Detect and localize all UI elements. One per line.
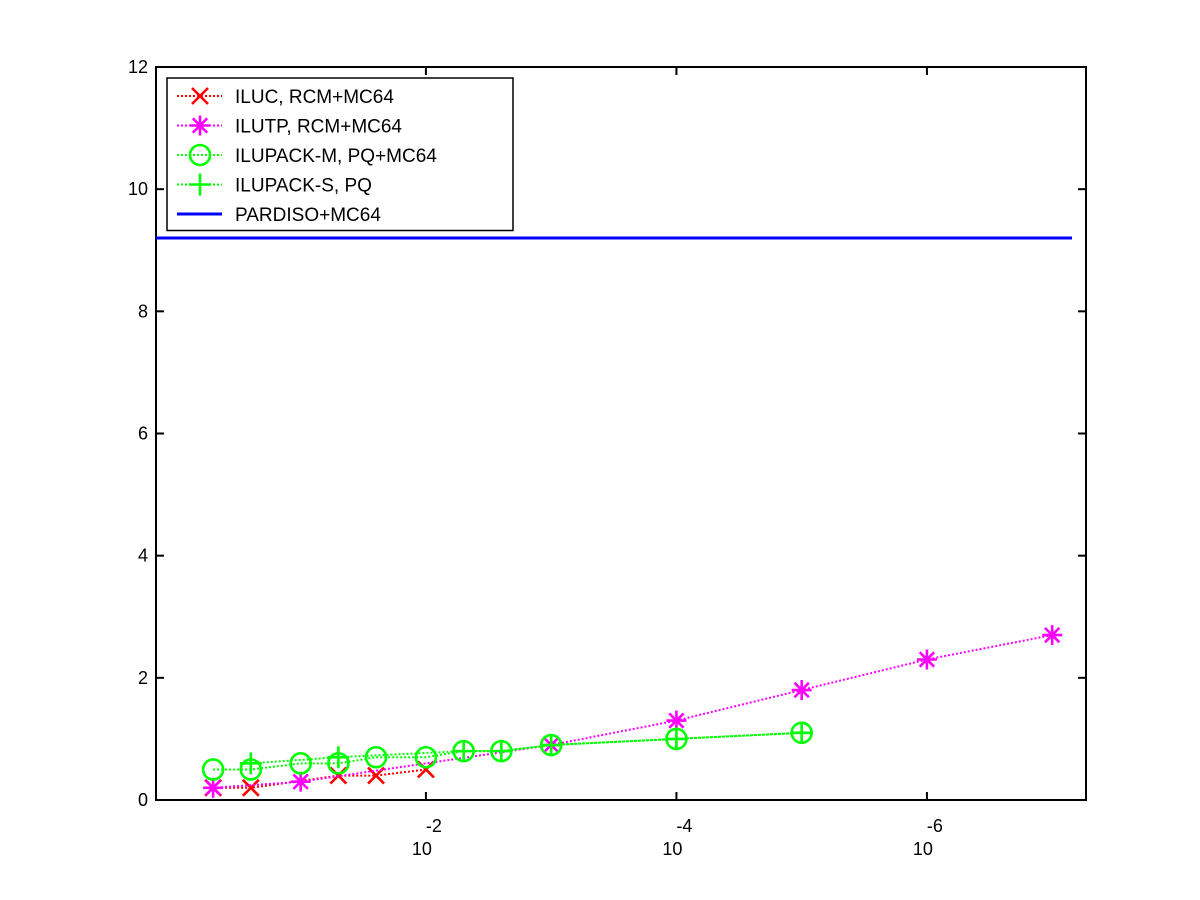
- legend-swatch-marker-stroke: [191, 117, 209, 134]
- series-ilupack-m-point: [414, 745, 438, 769]
- legend-entry-ilupack-s: ILUPACK-S, PQ: [177, 173, 372, 197]
- series-ilutp-point: [916, 649, 937, 670]
- series-ilutp-point-stroke: [918, 651, 936, 668]
- y-tick-label: 0: [138, 790, 148, 810]
- x-tick-label: 10-2: [412, 816, 442, 859]
- series-ilutp-point-stroke: [793, 681, 810, 699]
- x-tick-exponent: -4: [676, 816, 692, 836]
- y-tick-label: 2: [138, 668, 148, 688]
- legend-swatch-marker: [188, 143, 212, 167]
- series-ilutp-point: [290, 771, 311, 792]
- y-tick-label: 8: [138, 301, 148, 321]
- series-layer: [156, 236, 1072, 798]
- x-tick-label: 10-4: [662, 816, 692, 859]
- series-ilupack-s-point: [452, 740, 475, 763]
- series-ilupack-s-point: [540, 734, 563, 757]
- legend-label: ILUPACK-M, PQ+MC64: [235, 146, 437, 167]
- legend-label: ILUPACK-S, PQ: [235, 176, 372, 197]
- legend-swatch-marker: [189, 173, 211, 196]
- legend-entry-pardiso: PARDISO+MC64: [177, 205, 381, 226]
- series-ilupack-m-point: [364, 745, 388, 769]
- y-tick-label: 10: [128, 179, 148, 199]
- series-ilutp-point: [666, 710, 687, 731]
- x-tick-label: 10-6: [913, 816, 943, 859]
- series-ilutp-point: [791, 680, 812, 701]
- x-tick-exponent: -6: [927, 816, 943, 836]
- legend-box: [166, 77, 514, 232]
- series-ilutp-point-stroke: [668, 712, 685, 729]
- series-ilupack-m-point-ring: [201, 758, 225, 781]
- legend-label: ILUTP, RCM+MC64: [235, 117, 402, 138]
- y-tick-label: 4: [138, 546, 148, 566]
- series-ilutp-point-stroke: [204, 779, 222, 796]
- series-ilupack-m-point-ring: [289, 752, 312, 775]
- series-ilupack-m-point: [289, 752, 312, 775]
- series-ilutp-point: [1042, 625, 1063, 646]
- legend-entry-ilupack-m: ILUPACK-M, PQ+MC64: [177, 143, 437, 167]
- legend: ILUC, RCM+MC64 ILUTP, RCM+MC64 ILUPACK-M, …: [166, 77, 514, 232]
- legend-label: PARDISO+MC64: [235, 205, 381, 226]
- x-tick-base: 10: [412, 839, 432, 859]
- series-ilupack-s-point: [790, 721, 813, 744]
- legend-label: ILUC, RCM+MC64: [235, 87, 394, 108]
- series-iluc-point: [241, 778, 260, 797]
- series-ilupack-m-point-ring: [364, 745, 388, 769]
- series-iluc-line: [213, 768, 427, 789]
- series-iluc-point-stroke: [241, 778, 260, 797]
- series-ilupack-s-point: [239, 752, 262, 775]
- legend-swatch-marker-ring: [188, 143, 212, 167]
- legend-swatch-marker: [190, 115, 210, 136]
- series-ilupack-m-point: [201, 758, 225, 781]
- legend-entry-iluc: ILUC, RCM+MC64: [177, 87, 394, 108]
- series-ilutp-point-stroke: [1044, 626, 1061, 644]
- y-tick-label: 6: [138, 424, 148, 444]
- x-tick-base: 10: [662, 839, 682, 859]
- series-ilupack-m-line: [213, 731, 802, 771]
- legend-swatch-marker-stroke: [191, 87, 209, 105]
- series-ilupack-s-point: [327, 746, 350, 769]
- series-ilupack-s-point: [665, 727, 688, 750]
- legend-swatch-marker: [191, 87, 209, 105]
- series-ilupack-m-point-ring: [414, 745, 438, 769]
- series-ilutp-point-stroke: [292, 773, 309, 790]
- x-tick-exponent: -2: [426, 816, 442, 836]
- series-ilutp-point: [203, 777, 224, 798]
- x-tick-base: 10: [913, 839, 933, 859]
- series-ilupack-s-point: [490, 740, 513, 763]
- legend-entry-ilutp: ILUTP, RCM+MC64: [177, 115, 402, 138]
- y-tick-label: 12: [128, 57, 148, 77]
